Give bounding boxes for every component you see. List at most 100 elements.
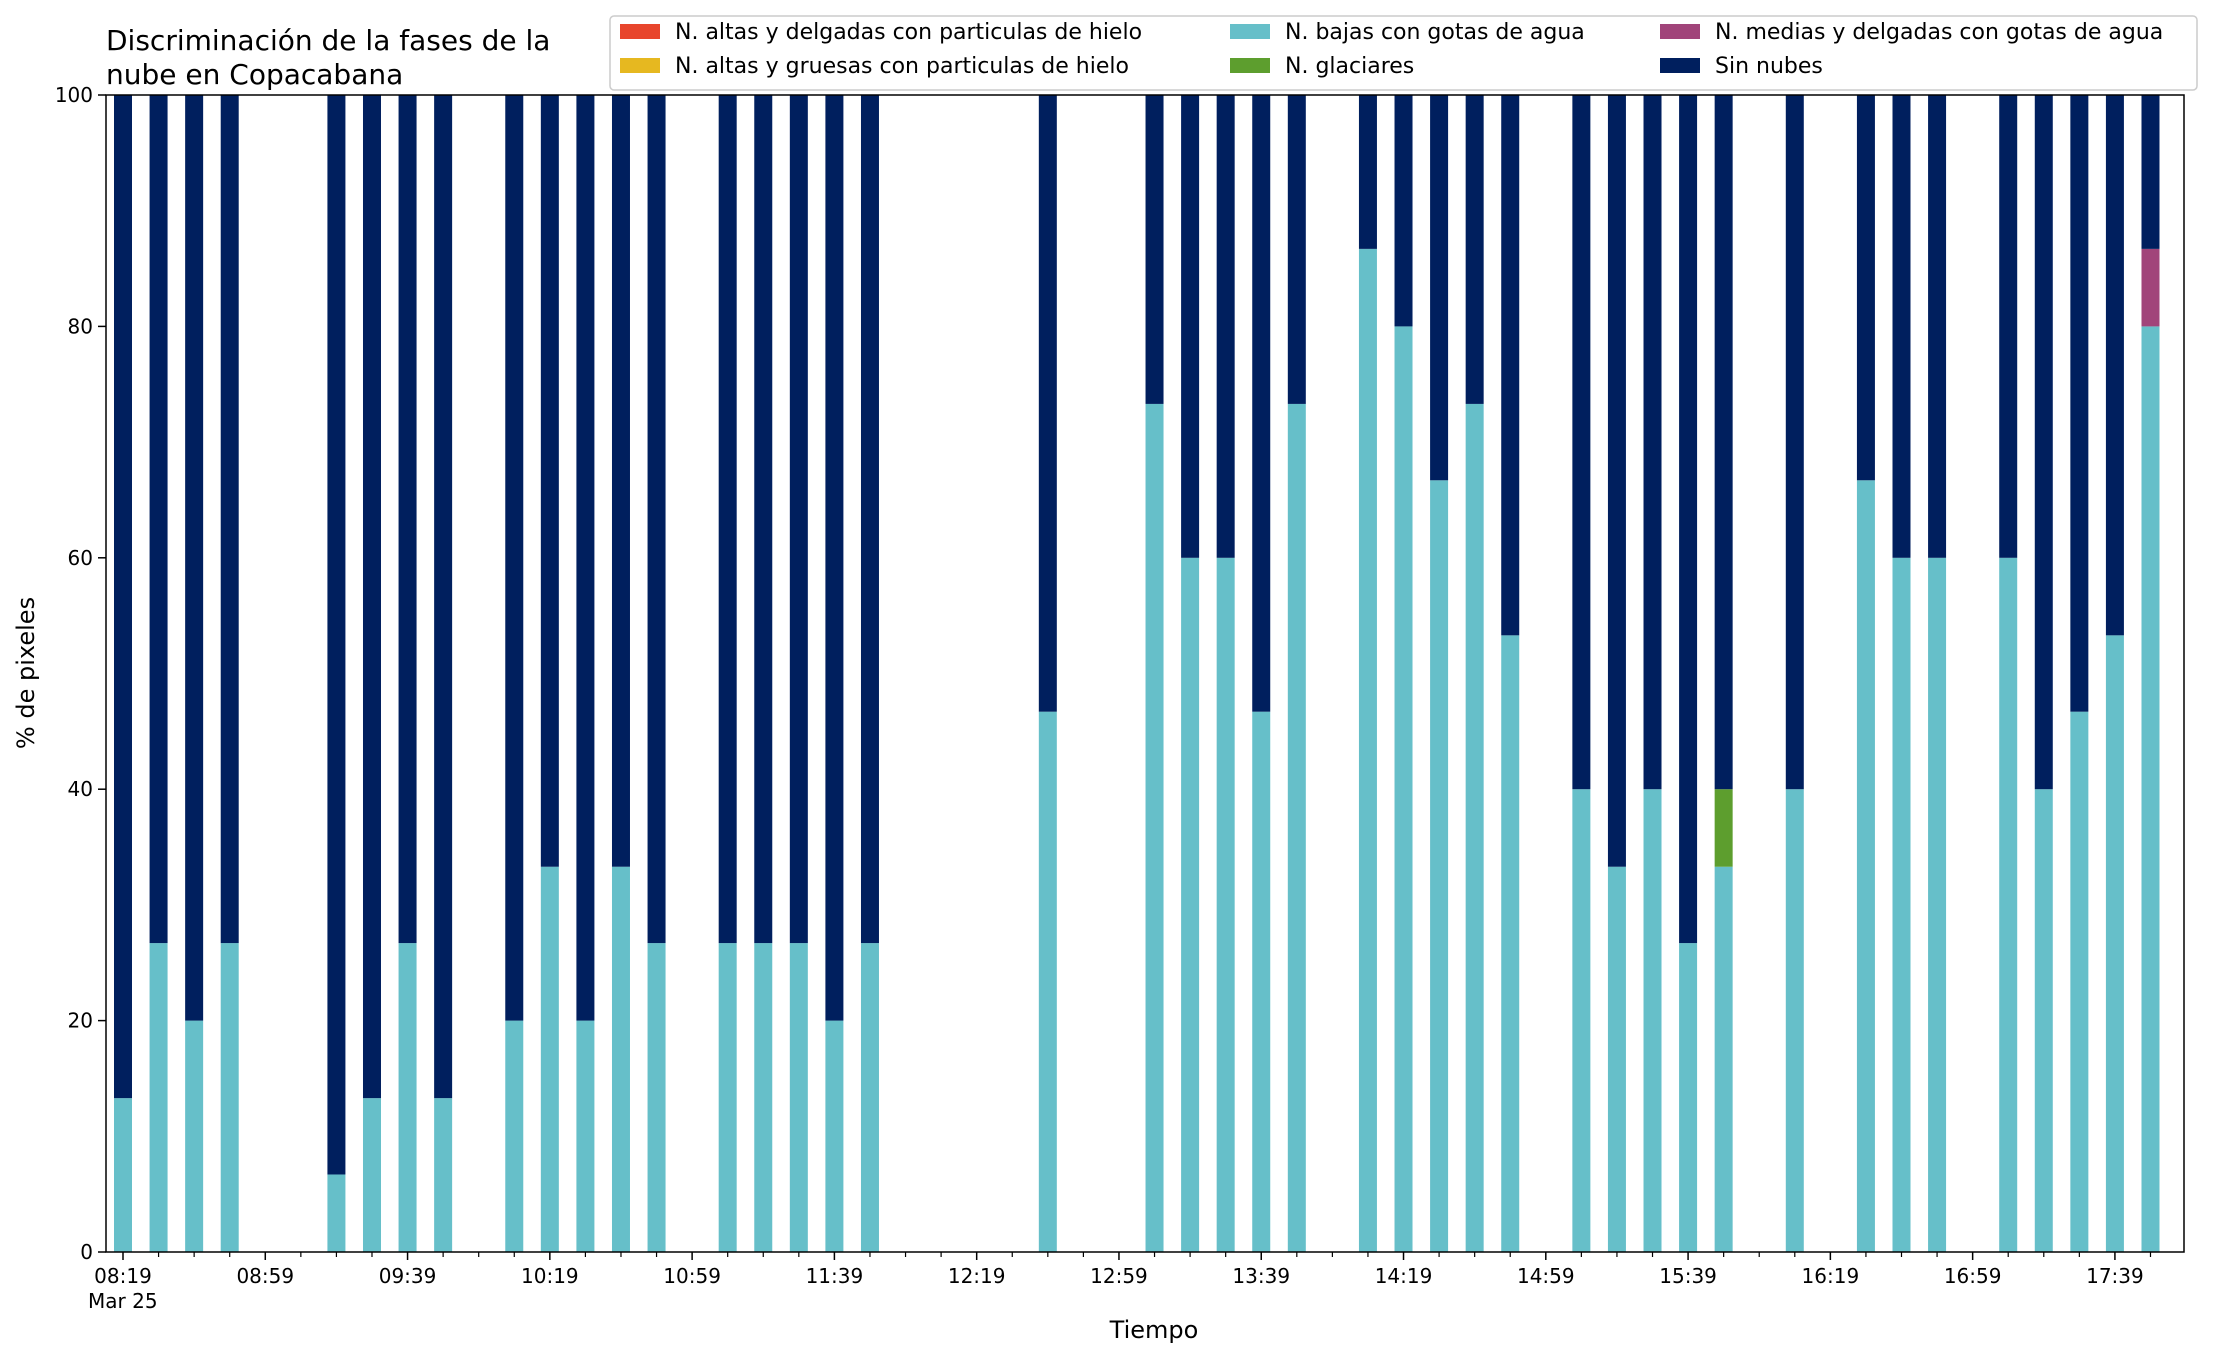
bar-segment-0939-s5 — [398, 95, 417, 944]
bar-segment-1749-s2 — [2141, 326, 2160, 1252]
bar-segment-1749-s5 — [2141, 95, 2160, 249]
legend-swatch — [1660, 24, 1700, 39]
legend: N. altas y delgadas con particulas de hi… — [609, 15, 2198, 91]
bar-segment-1139-s5 — [825, 95, 844, 1021]
bar-segment-1039-s5 — [611, 95, 630, 867]
bar-segment-1339-s2 — [1252, 711, 1271, 1252]
x-tick-label: 16:59 — [1944, 1264, 2002, 1288]
bar-segment-1449-s5 — [1501, 95, 1520, 636]
legend-entry-label: N. altas y gruesas con particulas de hie… — [675, 54, 1129, 79]
bar-segment-1109-s5 — [718, 95, 737, 944]
bar-segment-1309-s2 — [1145, 403, 1164, 1252]
bar-segment-0819-s2 — [114, 1098, 132, 1252]
chart-title-line-1: Discriminación de la fases de la — [106, 24, 550, 57]
x-tick-label: 12:59 — [1090, 1264, 1148, 1288]
y-axis-label: % de pixeles — [12, 597, 40, 749]
x-tick-label: 12:19 — [948, 1264, 1006, 1288]
bar-segment-1719-s5 — [2034, 95, 2053, 790]
x-tick-label: 11:39 — [806, 1264, 864, 1288]
bar-segment-1429-s2 — [1430, 480, 1449, 1252]
bar-segment-0919-s2 — [327, 1174, 346, 1252]
bar-segment-1109-s2 — [718, 943, 737, 1252]
bar-segment-0829-s5 — [149, 95, 168, 944]
bar-segment-1739-s5 — [2105, 95, 2124, 636]
legend-swatch — [1660, 58, 1700, 73]
bar-segment-1749-s4 — [2141, 248, 2160, 327]
bar-segment-1149-s2 — [860, 943, 879, 1252]
bar-segment-1019-s2 — [540, 866, 559, 1252]
legend-entry-label: N. bajas con gotas de agua — [1285, 20, 1585, 45]
bar-segment-1549-s2 — [1714, 866, 1733, 1252]
bar-segment-1319-s5 — [1181, 95, 1200, 558]
legend-entry-label: N. glaciares — [1285, 54, 1414, 79]
bar-segment-1329-s2 — [1216, 557, 1235, 1252]
bar-segment-1049-s2 — [647, 943, 666, 1252]
bar-segment-1529-s2 — [1643, 789, 1662, 1252]
x-tick-label: 10:59 — [663, 1264, 721, 1288]
bar-segment-1349-s2 — [1287, 403, 1306, 1252]
bar-segment-1239-s2 — [1038, 711, 1057, 1252]
bar-segment-1609-s2 — [1785, 789, 1804, 1252]
x-tick-label: 14:19 — [1375, 1264, 1433, 1288]
y-tick-label: 0 — [80, 1240, 93, 1264]
bar-segment-1309-s5 — [1145, 95, 1164, 404]
bar-segment-1339-s5 — [1252, 95, 1271, 712]
bar-segment-1439-s5 — [1465, 95, 1484, 404]
bar-segment-0929-s2 — [362, 1098, 381, 1252]
y-tick-label: 60 — [68, 546, 93, 570]
legend-frame — [609, 15, 2198, 91]
legend-swatch — [620, 24, 660, 39]
bar-segment-1009-s5 — [505, 95, 524, 1021]
bar-segment-1509-s2 — [1572, 789, 1591, 1252]
bar-segment-1639-s2 — [1892, 557, 1911, 1252]
bar-segment-1449-s2 — [1501, 635, 1520, 1252]
bar-segment-1429-s5 — [1430, 95, 1449, 481]
bar-segment-1029-s2 — [576, 1020, 595, 1252]
bar-segment-0949-s5 — [434, 95, 453, 1099]
y-tick-label: 20 — [68, 1009, 93, 1033]
bars-layer — [114, 95, 2160, 1252]
y-tick-label: 100 — [55, 83, 93, 107]
x-tick-label: 15:39 — [1659, 1264, 1717, 1288]
bar-segment-1129-s2 — [789, 943, 808, 1252]
bar-segment-1239-s5 — [1038, 95, 1057, 712]
bar-segment-1649-s2 — [1928, 557, 1947, 1252]
bar-segment-0849-s5 — [220, 95, 239, 944]
bar-segment-1119-s5 — [754, 95, 773, 944]
bar-segment-1549-s3 — [1714, 789, 1733, 867]
x-tick-label: 08:59 — [236, 1264, 294, 1288]
bar-segment-1709-s5 — [1999, 95, 2018, 558]
bar-segment-1039-s2 — [611, 866, 630, 1252]
bar-segment-1539-s5 — [1679, 95, 1698, 944]
bar-segment-0919-s5 — [327, 95, 346, 1175]
bar-segment-1409-s2 — [1358, 248, 1377, 1252]
bar-segment-1409-s5 — [1358, 95, 1377, 249]
bar-segment-1649-s5 — [1928, 95, 1947, 558]
x-axis: 08:19 08:59 09:39 10:19 10:59 11:39 12:19 12:59… — [88, 1252, 2152, 1313]
bar-segment-1419-s2 — [1394, 326, 1413, 1252]
y-axis: 0 20 40 60 80 100 — [55, 83, 106, 1264]
x-tick-sublabel: Mar 25 — [88, 1289, 158, 1313]
bar-segment-1439-s2 — [1465, 403, 1484, 1252]
bar-segment-1329-s5 — [1216, 95, 1235, 558]
bar-segment-1139-s2 — [825, 1020, 844, 1252]
x-tick-label: 17:39 — [2086, 1264, 2144, 1288]
bar-segment-1119-s2 — [754, 943, 773, 1252]
x-tick-label: 09:39 — [379, 1264, 437, 1288]
bar-segment-1509-s5 — [1572, 95, 1591, 790]
bar-segment-1129-s5 — [789, 95, 808, 944]
bar-segment-0819-s5 — [114, 95, 132, 1099]
x-tick-label: 16:19 — [1802, 1264, 1860, 1288]
bar-segment-1539-s2 — [1679, 943, 1698, 1252]
chart-title-line-2: nube en Copacabana — [106, 58, 403, 91]
bar-segment-1349-s5 — [1287, 95, 1306, 404]
bar-segment-1029-s5 — [576, 95, 595, 1021]
x-tick-label: 13:39 — [1232, 1264, 1290, 1288]
x-tick-label: 10:19 — [521, 1264, 579, 1288]
bar-segment-1009-s2 — [505, 1020, 524, 1252]
y-tick-label: 40 — [68, 777, 93, 801]
bar-segment-0849-s2 — [220, 943, 239, 1252]
legend-entry-label: N. altas y delgadas con particulas de hi… — [675, 20, 1142, 45]
bar-segment-1739-s2 — [2105, 635, 2124, 1252]
